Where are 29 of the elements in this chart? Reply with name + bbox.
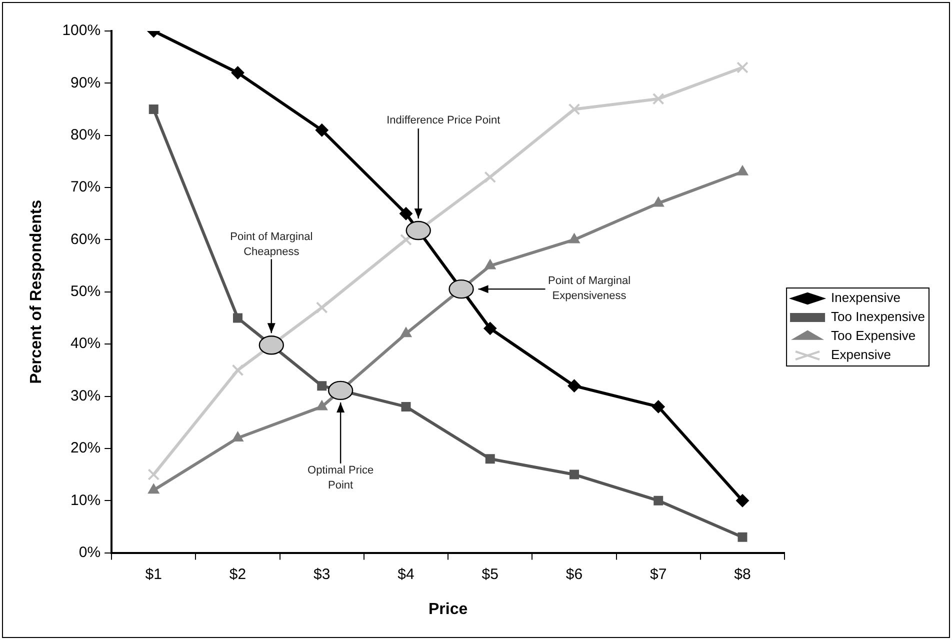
y-axis-title: Percent of Respondents: [28, 200, 46, 384]
y-tick-label: 70%: [70, 178, 101, 196]
annotation: Point of Marginal Expensiveness: [548, 275, 631, 302]
x-tick-label: $8: [734, 566, 751, 583]
y-tick-label: 0%: [78, 544, 101, 561]
legend-label: Too Expensive: [831, 328, 916, 344]
x-tick-label: $2: [229, 566, 246, 583]
legend-label: Expensive: [831, 347, 892, 362]
y-tick-label: 100%: [62, 22, 101, 40]
y-tick-label: 80%: [70, 126, 101, 144]
legend-label: Inexpensive: [831, 290, 900, 306]
y-tick-label: 20%: [70, 440, 101, 457]
x-tick-label: $4: [398, 566, 414, 583]
y-tick-label: 10%: [70, 492, 101, 509]
annotation: Point of Marginal Cheapness: [230, 231, 313, 258]
x-tick-label: $7: [650, 566, 667, 583]
y-tick-label: 50%: [70, 283, 101, 300]
legend-label: Too Inexpensive: [831, 309, 925, 324]
x-tick-label: $6: [566, 566, 583, 583]
x-tick-label: $1: [145, 566, 162, 583]
y-tick-label: 60%: [70, 230, 101, 248]
annotation: Indifference Price Point: [386, 114, 500, 127]
x-tick-label: $5: [482, 566, 498, 583]
x-tick-label: $3: [314, 566, 330, 583]
y-tick-label: 90%: [70, 74, 101, 92]
annotation: Optimal Price Point: [308, 464, 374, 492]
x-axis-title: Price: [428, 600, 468, 618]
y-tick-label: 40%: [70, 335, 101, 352]
y-tick-label: 30%: [70, 387, 101, 404]
